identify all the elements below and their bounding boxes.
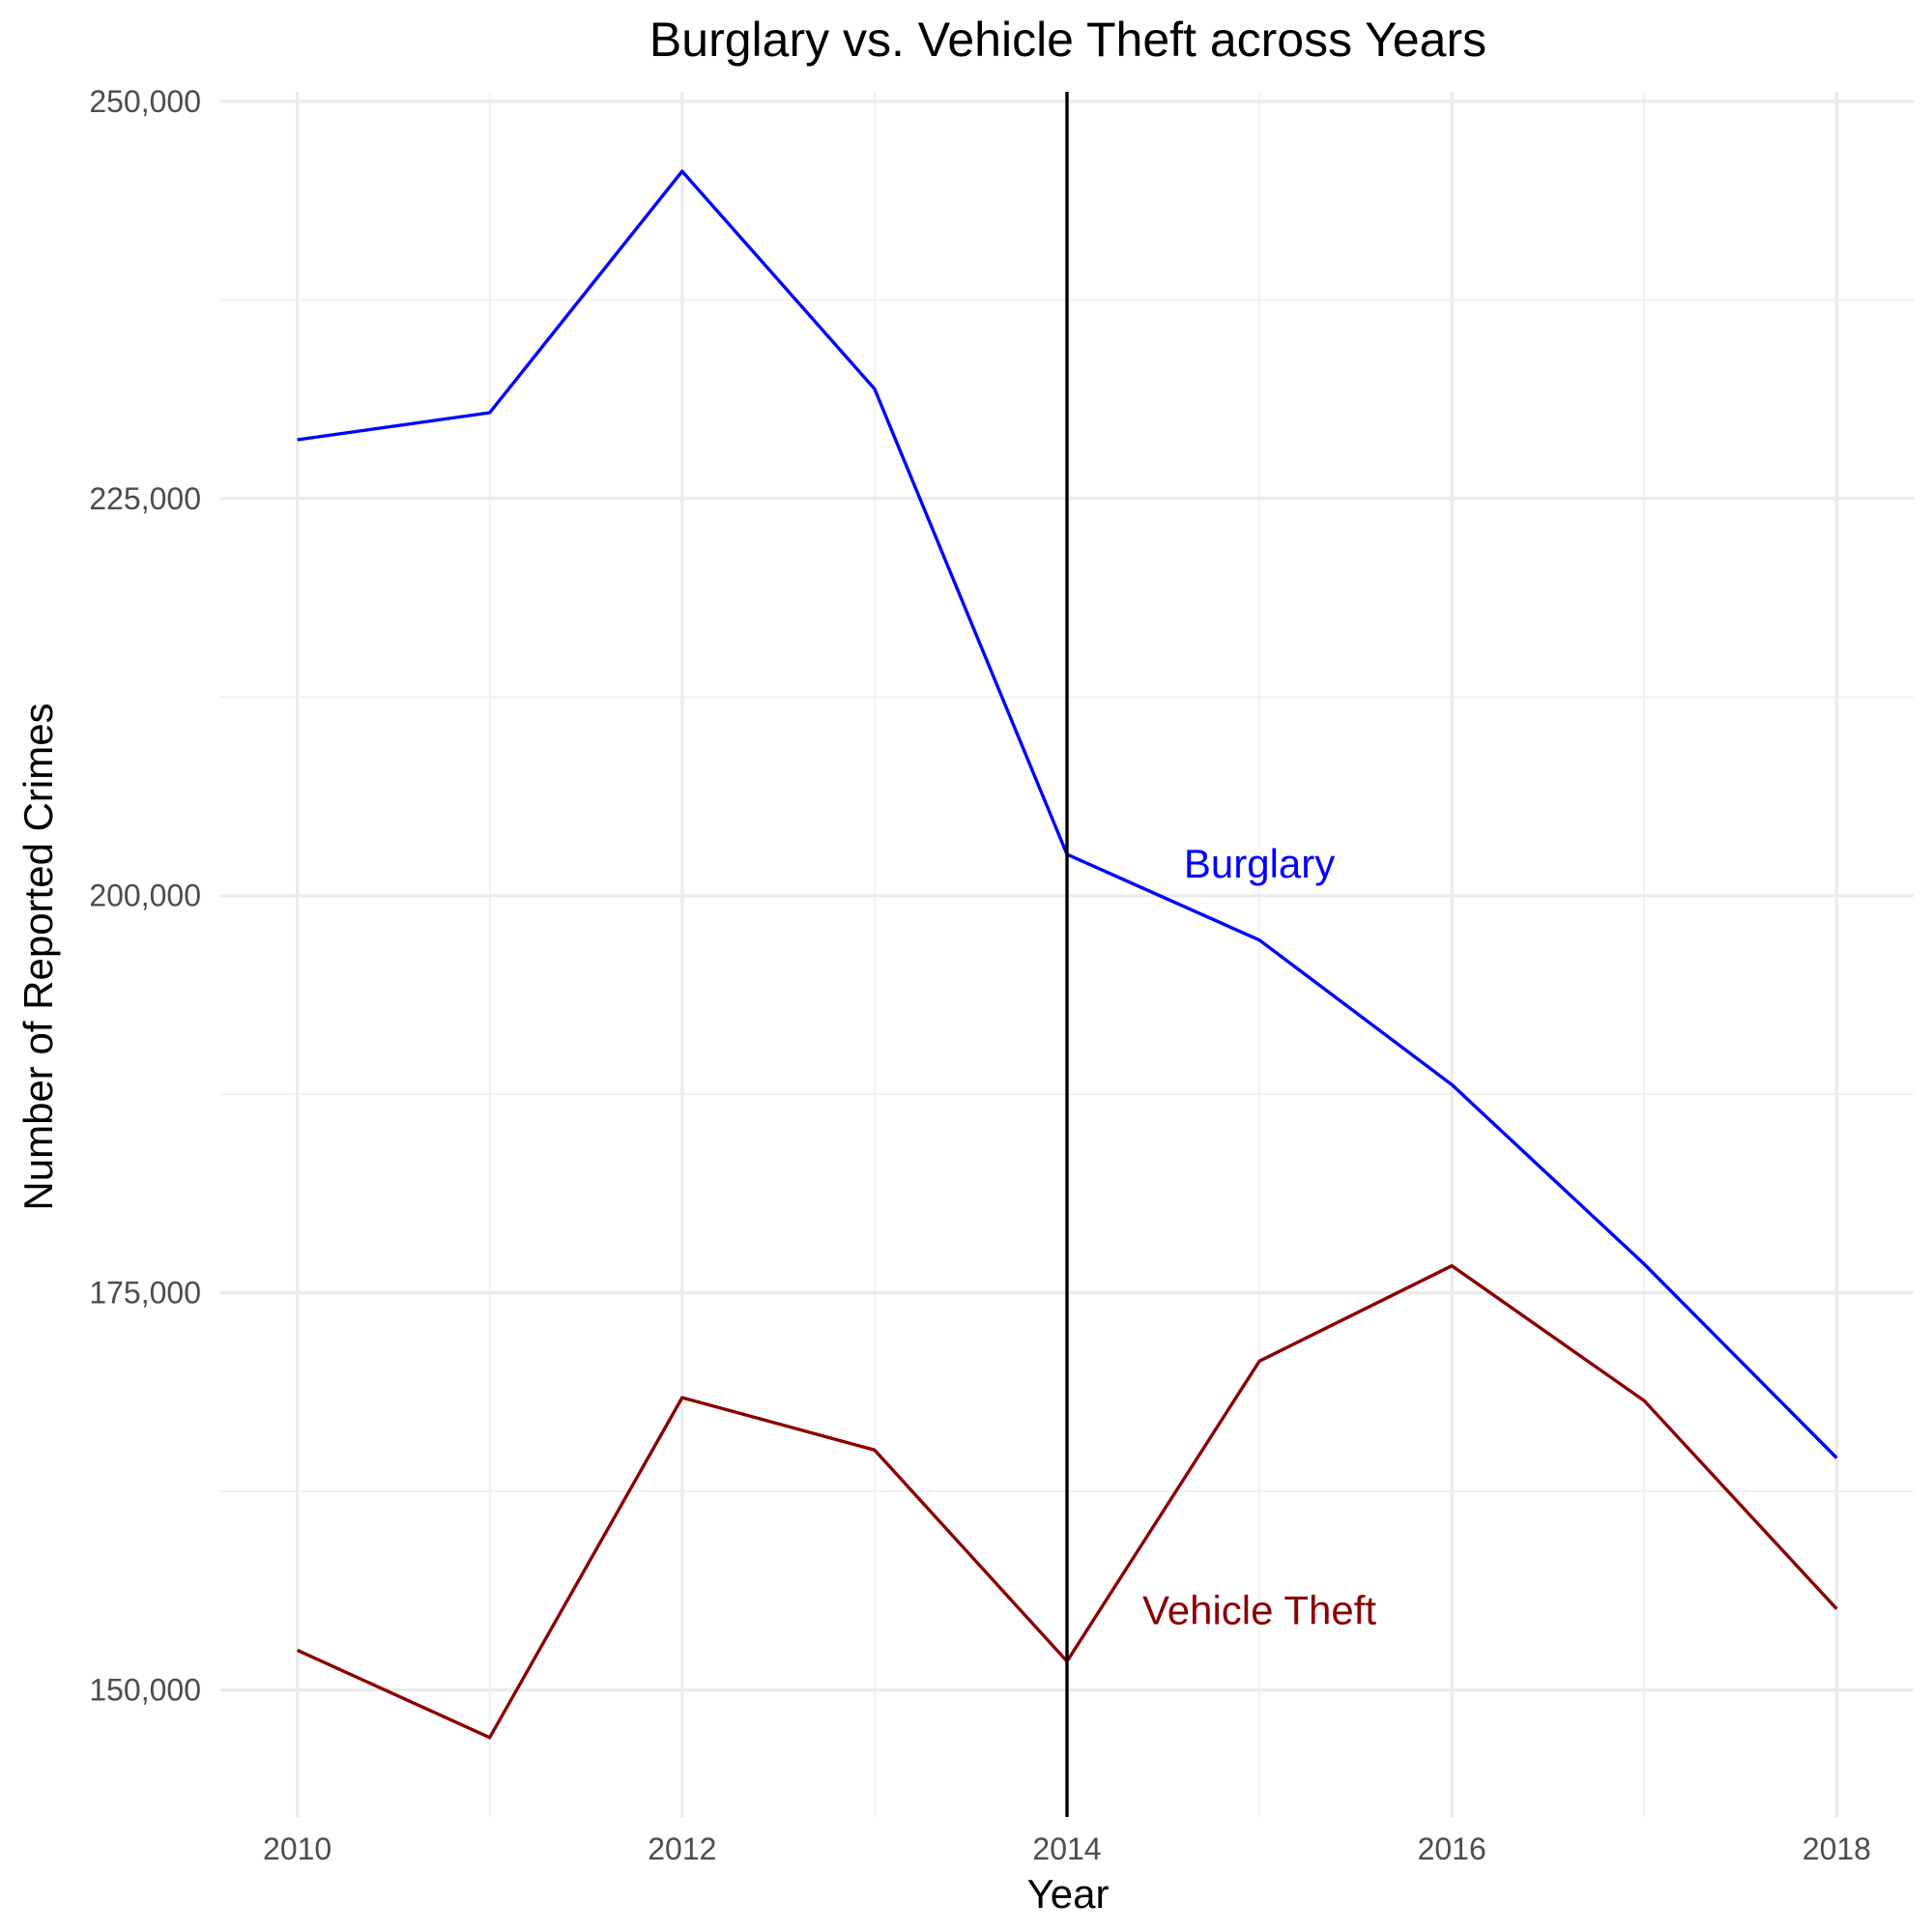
y-tick-label: 225,000: [89, 481, 201, 516]
y-axis-title: Number of Reported Crimes: [15, 703, 61, 1210]
y-tick-label: 150,000: [89, 1673, 201, 1708]
x-tick-label: 2010: [263, 1831, 332, 1866]
x-axis-title: Year: [1027, 1871, 1110, 1917]
annotations: Burglary Vehicle Theft: [1142, 841, 1376, 1633]
annotation-label: Vehicle Theft: [1142, 1587, 1376, 1632]
y-tick-label: 200,000: [89, 879, 201, 913]
x-tick-label: 2012: [648, 1831, 716, 1866]
chart-title: Burglary vs. Vehicle Theft across Years: [649, 13, 1486, 67]
y-tick-label: 175,000: [89, 1276, 201, 1311]
y-tick-label: 250,000: [89, 84, 201, 119]
x-tick-label: 2016: [1418, 1831, 1486, 1866]
annotation-label: Burglary: [1184, 841, 1335, 886]
x-tick-label: 2014: [1032, 1831, 1101, 1866]
y-axis-ticks: 150,000 175,000 200,000 225,000 250,000: [89, 84, 201, 1708]
x-tick-label: 2018: [1802, 1831, 1871, 1866]
x-axis-ticks: 2010 2012 2014 2016 2018: [263, 1831, 1871, 1866]
